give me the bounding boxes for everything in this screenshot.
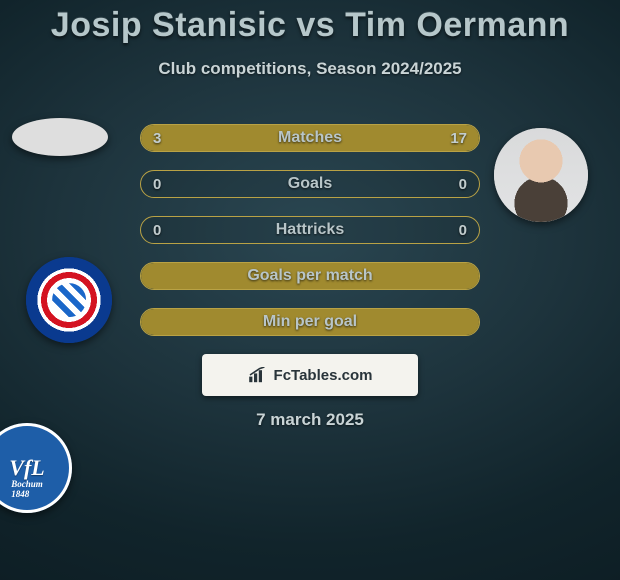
player-right-face bbox=[494, 128, 588, 222]
stat-label: Min per goal bbox=[141, 309, 479, 335]
stat-label: Goals per match bbox=[141, 263, 479, 289]
chart-icon bbox=[248, 367, 268, 383]
club-right-badge: VfL Bochum1848 bbox=[0, 423, 72, 513]
player-right-avatar bbox=[494, 128, 588, 222]
stat-label: Matches bbox=[141, 125, 479, 151]
page-title: Josip Stanisic vs Tim Oermann bbox=[0, 0, 620, 45]
stat-row: 00Goals bbox=[140, 170, 480, 198]
stat-label: Goals bbox=[141, 171, 479, 197]
date-text: 7 march 2025 bbox=[256, 410, 364, 430]
stat-label: Hattricks bbox=[141, 217, 479, 243]
subtitle: Club competitions, Season 2024/2025 bbox=[0, 59, 620, 79]
brand-box: FcTables.com bbox=[202, 354, 418, 396]
stat-row: 317Matches bbox=[140, 124, 480, 152]
player-left-avatar bbox=[12, 118, 108, 156]
brand-text: FcTables.com bbox=[274, 367, 373, 384]
stat-row: Goals per match bbox=[140, 262, 480, 290]
stat-row: 00Hattricks bbox=[140, 216, 480, 244]
club-left-badge bbox=[26, 257, 112, 343]
stat-row: Min per goal bbox=[140, 308, 480, 336]
stats-container: 317Matches 00Goals 00Hattricks Goals per ma… bbox=[140, 124, 480, 354]
